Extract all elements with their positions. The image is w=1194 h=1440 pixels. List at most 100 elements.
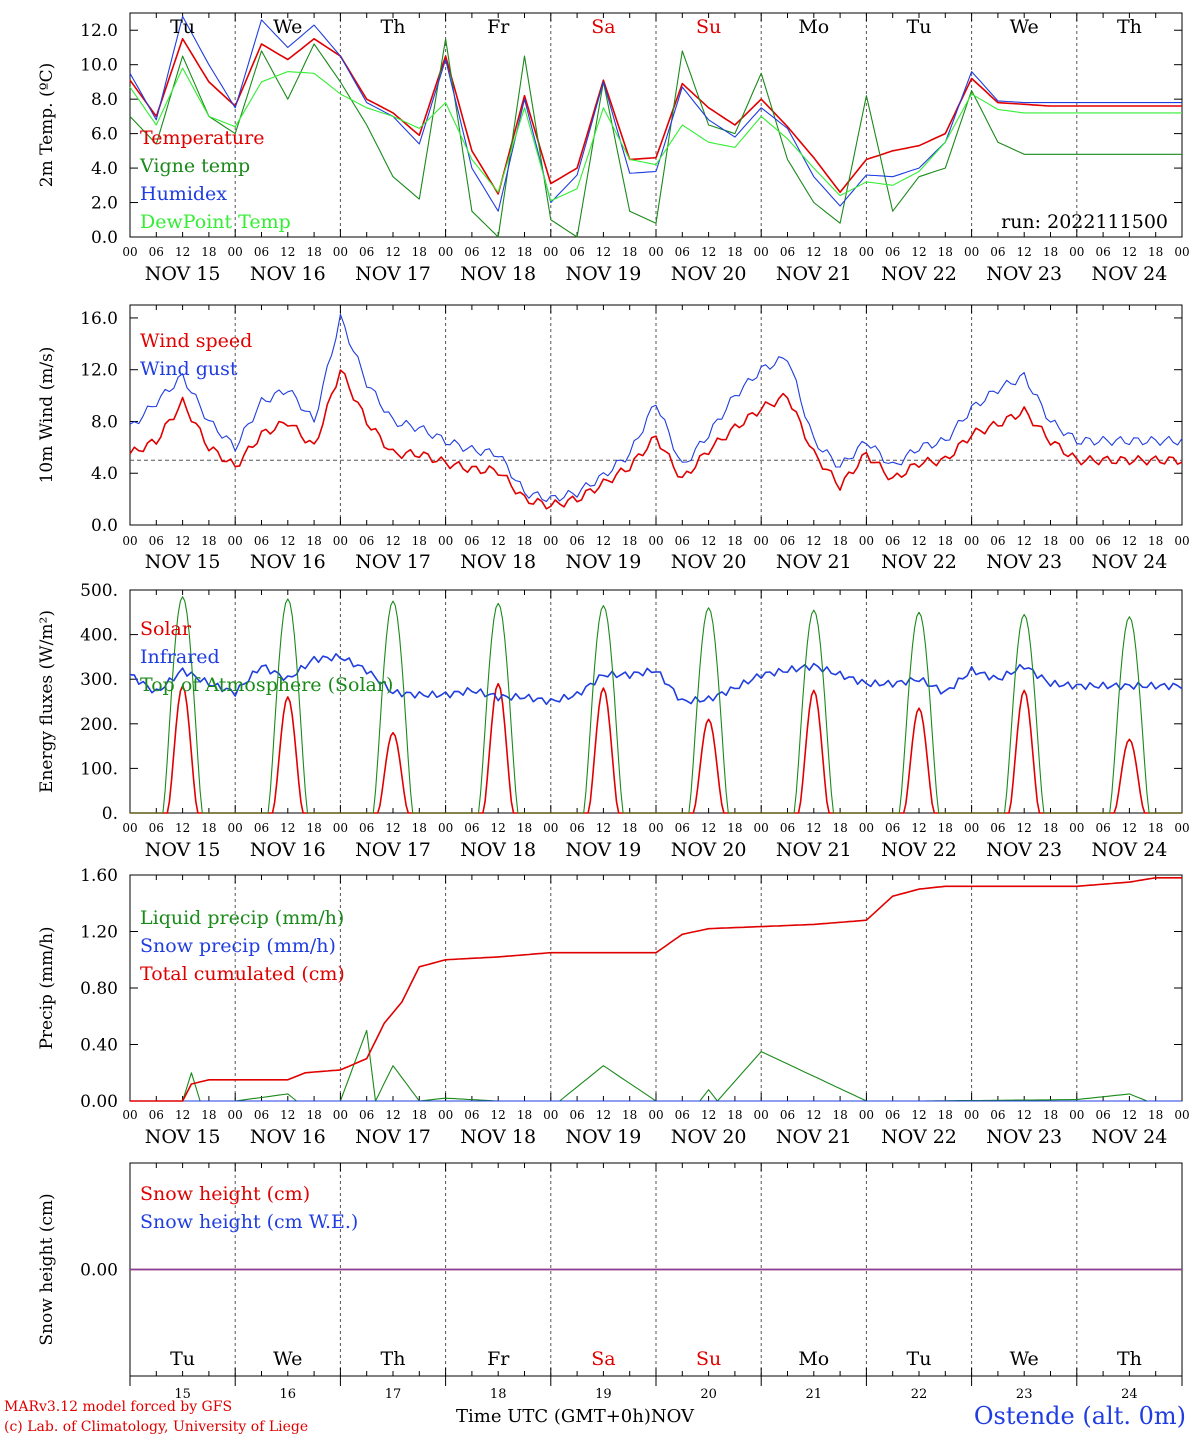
hour-tick-label: 18 <box>1148 821 1163 835</box>
day-number-label: 22 <box>911 1387 928 1402</box>
hour-tick-label: 12 <box>280 1108 295 1122</box>
hour-tick-label: 06 <box>359 245 374 259</box>
date-label: NOV 18 <box>460 263 536 285</box>
hour-tick-label: 18 <box>832 245 847 259</box>
y-tick-label: 400. <box>80 626 118 646</box>
hour-tick-label: 12 <box>911 1108 926 1122</box>
hour-tick-label: 18 <box>938 245 953 259</box>
weekday-label-top: Th <box>1117 16 1142 38</box>
hour-tick-label: 00 <box>1174 1108 1189 1122</box>
hour-tick-label: 00 <box>543 1108 558 1122</box>
y-tick-label: 12.0 <box>80 361 118 381</box>
hour-tick-label: 00 <box>648 245 663 259</box>
hour-tick-label: 00 <box>122 534 137 548</box>
weekday-label-bottom: Tu <box>907 1348 932 1370</box>
credit-line-1: MARv3.12 model forced by GFS <box>4 1399 233 1415</box>
day-number-label: 21 <box>806 1387 823 1402</box>
hour-tick-label: 00 <box>754 1108 769 1122</box>
legend-entry: Snow precip (mm/h) <box>140 935 336 957</box>
hour-tick-label: 18 <box>727 821 742 835</box>
hour-tick-label: 12 <box>1017 245 1032 259</box>
hour-tick-label: 06 <box>569 1108 584 1122</box>
date-label: NOV 23 <box>986 839 1062 861</box>
weekday-label-bottom: Th <box>381 1348 406 1370</box>
hour-tick-label: 18 <box>201 534 216 548</box>
date-label: NOV 23 <box>986 551 1062 573</box>
series-line-vigne-temp <box>129 38 1182 238</box>
date-label: NOV 22 <box>881 551 957 573</box>
y-tick-label: 200. <box>80 715 118 735</box>
date-label: NOV 21 <box>776 1126 852 1148</box>
weekday-label-bottom: Su <box>696 1348 721 1370</box>
y-tick-label: 4.0 <box>91 464 118 484</box>
series-line-wind-gust <box>129 313 1183 503</box>
hour-tick-label: 00 <box>122 245 137 259</box>
hour-tick-label: 18 <box>201 1108 216 1122</box>
hour-tick-label: 12 <box>701 534 716 548</box>
hour-tick-label: 18 <box>1148 1108 1163 1122</box>
hour-tick-label: 12 <box>806 821 821 835</box>
legend-entry: Vigne temp <box>139 155 250 177</box>
date-label: NOV 19 <box>565 551 641 573</box>
hour-tick-label: 12 <box>911 821 926 835</box>
date-label: NOV 20 <box>671 839 747 861</box>
date-label: NOV 23 <box>986 263 1062 285</box>
hour-tick-label: 06 <box>990 1108 1005 1122</box>
plot-frame <box>129 12 1183 238</box>
hour-tick-label: 06 <box>885 245 900 259</box>
date-label: NOV 18 <box>460 551 536 573</box>
date-label: NOV 17 <box>355 839 431 861</box>
x-axis-title: Time UTC (GMT+0h)NOV <box>456 1406 695 1427</box>
y-tick-label: 300. <box>80 670 118 690</box>
weekday-label-top: Fr <box>487 16 510 38</box>
hour-tick-label: 18 <box>622 245 637 259</box>
date-label: NOV 20 <box>671 1126 747 1148</box>
hour-tick-label: 12 <box>280 245 295 259</box>
legend-entry: Top of Atmosphere (Solar) <box>140 674 393 696</box>
hour-tick-label: 00 <box>438 534 453 548</box>
hour-tick-label: 18 <box>306 1108 321 1122</box>
day-number-label: 17 <box>385 1387 402 1402</box>
series-line-total-cumulated-cm- <box>130 876 1182 1102</box>
hour-tick-label: 06 <box>149 534 164 548</box>
date-label: NOV 20 <box>671 263 747 285</box>
date-label: NOV 24 <box>1091 1126 1167 1148</box>
date-label: NOV 18 <box>460 1126 536 1148</box>
date-label: NOV 15 <box>145 263 221 285</box>
hour-tick-label: 06 <box>780 821 795 835</box>
hour-tick-label: 12 <box>175 1108 190 1122</box>
hour-tick-label: 12 <box>1122 1108 1137 1122</box>
legend-entry: Snow height (cm W.E.) <box>140 1211 358 1233</box>
legend-entry: DewPoint Temp <box>140 211 291 233</box>
day-number-label: 20 <box>700 1387 717 1402</box>
hour-tick-label: 18 <box>306 821 321 835</box>
hour-tick-label: 06 <box>254 534 269 548</box>
hour-tick-label: 06 <box>359 1108 374 1122</box>
day-number-label: 16 <box>280 1387 297 1402</box>
hour-tick-label: 00 <box>543 821 558 835</box>
panel-4: 00 06 12 18 00 06 12 18 00 06 12 18 00 06 12 18 00 06 12 18… <box>37 866 1190 1148</box>
hour-tick-label: 06 <box>885 534 900 548</box>
date-label: NOV 16 <box>250 839 326 861</box>
hour-tick-label: 00 <box>964 245 979 259</box>
hour-tick-label: 06 <box>464 534 479 548</box>
hour-tick-label: 12 <box>385 245 400 259</box>
hour-tick-label: 12 <box>596 534 611 548</box>
date-label: NOV 22 <box>881 1126 957 1148</box>
weekday-label-top: Tu <box>170 16 195 38</box>
weekday-label-top: Sa <box>591 16 615 38</box>
weekday-label-bottom: Mo <box>798 1348 829 1370</box>
date-label: NOV 16 <box>250 551 326 573</box>
hour-tick-label: 18 <box>412 1108 427 1122</box>
y-tick-label: 1.20 <box>80 923 118 943</box>
hour-tick-label: 00 <box>333 245 348 259</box>
legend-entry: Wind gust <box>140 358 238 380</box>
hour-tick-label: 00 <box>543 534 558 548</box>
legend-entry: Temperature <box>140 127 264 149</box>
hour-tick-label: 18 <box>938 1108 953 1122</box>
hour-tick-label: 18 <box>622 534 637 548</box>
y-axis-label: Energy fluxes (W/m²) <box>37 610 57 793</box>
day-number-label: 24 <box>1121 1387 1138 1402</box>
hour-tick-label: 00 <box>964 534 979 548</box>
